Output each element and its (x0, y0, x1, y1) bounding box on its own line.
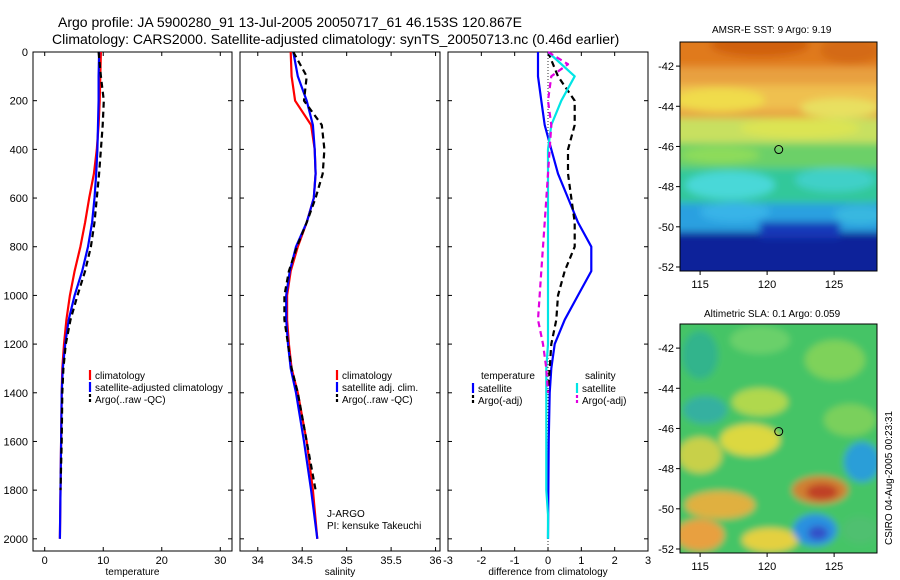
series-line-climatology (58, 51, 102, 539)
map-x-tick-label: 115 (691, 561, 709, 573)
map-y-tick-label: -46 (658, 423, 674, 435)
y-tick-label: 1200 (4, 339, 28, 351)
legend-label: Argo(..raw -QC) (342, 395, 413, 406)
map-y-tick-label: -48 (658, 182, 674, 194)
legend-label: Argo(..raw -QC) (95, 395, 166, 406)
y-tick-label: 400 (10, 144, 28, 156)
x-axis-label: temperature (106, 567, 160, 578)
pi-annotation: PI: kensuke Takeuchi (327, 521, 421, 532)
x-axis-label: salinity (325, 567, 356, 578)
series-line-satellite-adj-clim- (285, 51, 319, 539)
x-tick-label: 30 (214, 555, 226, 567)
sst-heatmap (680, 42, 877, 271)
x-tick-label: 0 (545, 555, 551, 567)
y-tick-label: 2000 (4, 534, 28, 546)
map-y-tick-label: -52 (658, 262, 674, 274)
map-y-tick-label: -50 (658, 504, 674, 516)
legend-label: satellite (582, 384, 616, 395)
y-tick-label: 1400 (4, 388, 28, 400)
y-tick-label: 1000 (4, 290, 28, 302)
series-line-salinity-argo-adj- (536, 51, 570, 393)
legend-label: Argo(-adj) (478, 396, 522, 407)
y-tick-label: 600 (10, 193, 28, 205)
map-y-tick-label: -44 (658, 101, 674, 113)
x-tick-label: -1 (510, 555, 520, 567)
y-tick-label: 200 (10, 96, 28, 108)
legend-label: climatology (95, 371, 145, 382)
y-tick-label: 0 (22, 47, 28, 59)
sla-heatmap (680, 324, 877, 553)
series-line-temperature-satellite (536, 52, 593, 539)
x-tick-label: 10 (97, 555, 109, 567)
x-axis-label: difference from climatology (488, 567, 607, 578)
legend-heading: temperature (481, 371, 535, 382)
legend-label: satellite adj. clim. (342, 383, 418, 394)
series-line-temperature-argo-adj- (546, 51, 576, 393)
x-tick-label: 20 (156, 555, 168, 567)
legend-label: climatology (342, 371, 392, 382)
series-line-salinity-satellite (545, 51, 576, 539)
series-line-climatology (286, 51, 319, 539)
map-frame (679, 41, 878, 272)
figure-title-line2: Climatology: CARS2000. Satellite-adjuste… (52, 31, 620, 47)
series-line-argo-raw-qc- (283, 51, 326, 491)
map-y-tick-label: -44 (658, 383, 674, 395)
platform-annotation: J-ARGO (327, 509, 365, 520)
series-line-argo-raw-qc- (59, 51, 105, 491)
y-tick-label: 800 (10, 242, 28, 254)
x-tick-label: 1 (578, 555, 584, 567)
x-tick-label: 0 (42, 555, 48, 567)
map-frame (679, 323, 878, 554)
map-x-tick-label: 120 (758, 561, 776, 573)
map-y-tick-label: -50 (658, 222, 674, 234)
map-y-tick-label: -48 (658, 464, 674, 476)
x-tick-label: 34.5 (292, 555, 313, 567)
y-tick-label: 1800 (4, 485, 28, 497)
series-line-satellite-adjusted-climatology (58, 51, 101, 539)
sla-map-title: Altimetric SLA: 0.1 Argo: 0.059 (704, 309, 841, 320)
x-tick-label: 3 (645, 555, 651, 567)
x-tick-label: 34 (252, 555, 264, 567)
profile-location-marker (774, 145, 784, 155)
panel-1-frame (32, 51, 233, 552)
map-y-tick-label: -42 (658, 343, 674, 355)
legend-label: satellite (478, 384, 512, 395)
x-tick-label: 2 (612, 555, 618, 567)
map-y-tick-label: -52 (658, 544, 674, 556)
figure-title-line1: Argo profile: JA 5900280_91 13-Jul-2005 … (58, 14, 522, 30)
legend-label: Argo(-adj) (582, 396, 626, 407)
x-tick-label: -3 (443, 555, 453, 567)
sst-map-title: AMSR-E SST: 9 Argo: 9.19 (712, 25, 832, 36)
map-x-tick-label: 125 (825, 279, 843, 291)
map-y-tick-label: -46 (658, 141, 674, 153)
map-x-tick-label: 115 (691, 279, 709, 291)
map-y-tick-label: -42 (658, 61, 674, 73)
panel-2-frame (239, 51, 441, 552)
x-tick-label: 36 (429, 555, 441, 567)
y-tick-label: 1600 (4, 436, 28, 448)
x-tick-label: 35.5 (380, 555, 401, 567)
x-tick-label: 35 (341, 555, 353, 567)
map-x-tick-label: 125 (825, 561, 843, 573)
profile-location-marker (774, 427, 784, 437)
legend-label: satellite-adjusted climatology (95, 383, 223, 394)
map-x-tick-label: 120 (758, 279, 776, 291)
legend-heading: salinity (585, 371, 616, 382)
x-tick-label: -2 (476, 555, 486, 567)
